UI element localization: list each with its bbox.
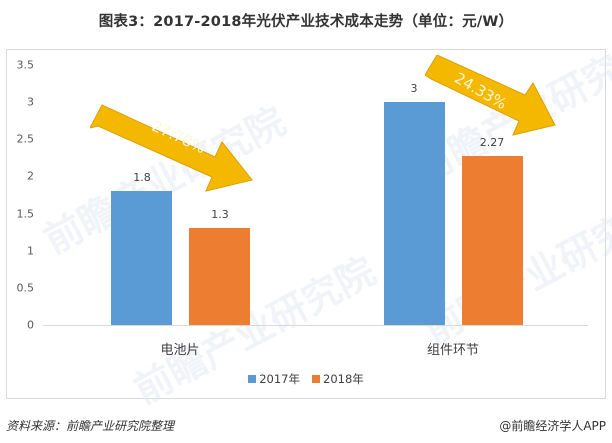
y-tick: 0.5 <box>16 281 35 295</box>
y-tick: 0 <box>27 318 34 332</box>
legend: 2017年 2018年 <box>0 371 612 387</box>
legend-item-2017: 2017年 <box>248 371 300 387</box>
value-label: 3 <box>410 82 418 95</box>
category-label: 组件环节 <box>426 343 479 358</box>
value-label: 1.8 <box>133 171 151 184</box>
bar-battery-2018 <box>189 228 250 325</box>
legend-swatch <box>312 375 320 383</box>
legend-label: 2018年 <box>323 372 364 386</box>
y-tick: 2.5 <box>16 132 35 146</box>
legend-item-2018: 2018年 <box>312 371 364 387</box>
value-label: 2.27 <box>479 136 505 149</box>
legend-swatch <box>248 375 257 383</box>
chart-frame <box>6 49 606 399</box>
value-label: 1.3 <box>211 208 229 221</box>
bar-module-2018 <box>462 156 523 325</box>
y-tick: 1.5 <box>16 207 35 221</box>
source-note: 资料来源：前瞻产业研究院整理 <box>6 419 175 433</box>
category-label: 电池片 <box>160 343 200 358</box>
y-tick: 3 <box>27 95 34 109</box>
bar-battery-2017 <box>111 191 172 325</box>
y-tick: 2 <box>27 169 34 183</box>
credit-note: @前瞻经济学人APP <box>499 419 606 433</box>
chart-title: 图表3：2017-2018年光伏产业技术成本走势（单位：元/W） <box>98 14 514 30</box>
legend-label: 2017年 <box>259 372 300 386</box>
x-axis-line <box>43 325 588 326</box>
y-tick: 1 <box>27 244 34 258</box>
y-tick: 3.5 <box>16 58 35 72</box>
decrease-arrow-icon <box>90 104 253 192</box>
bar-module-2017 <box>384 102 445 325</box>
decrease-arrow-icon <box>425 55 556 136</box>
